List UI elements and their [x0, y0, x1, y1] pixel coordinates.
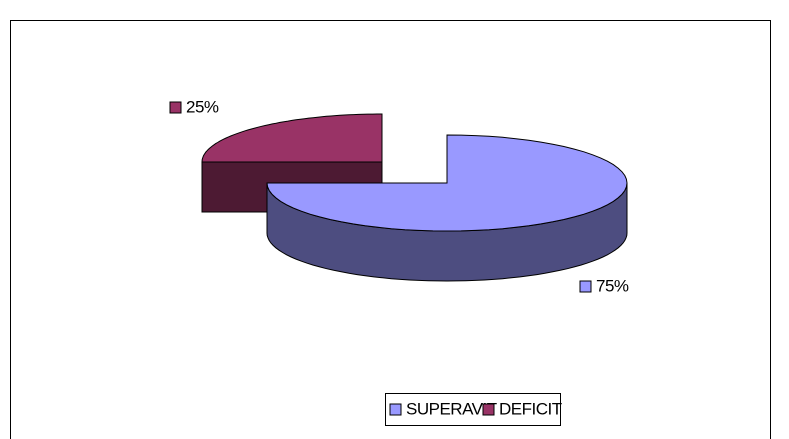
slice-top: [266, 134, 628, 232]
slice-top: [201, 113, 383, 163]
slice: [266, 134, 628, 282]
legend-label: SUPERAVIT: [406, 399, 497, 418]
data-label-key: [579, 280, 592, 293]
legend-label: DEFICIT: [499, 399, 562, 418]
data-label: 75%: [596, 276, 629, 295]
legend-swatch: [482, 403, 495, 416]
legend: [385, 393, 561, 426]
legend-swatch: [389, 403, 402, 416]
data-label: 25%: [186, 97, 219, 116]
data-label-key: [169, 101, 182, 114]
pie: [201, 113, 628, 282]
